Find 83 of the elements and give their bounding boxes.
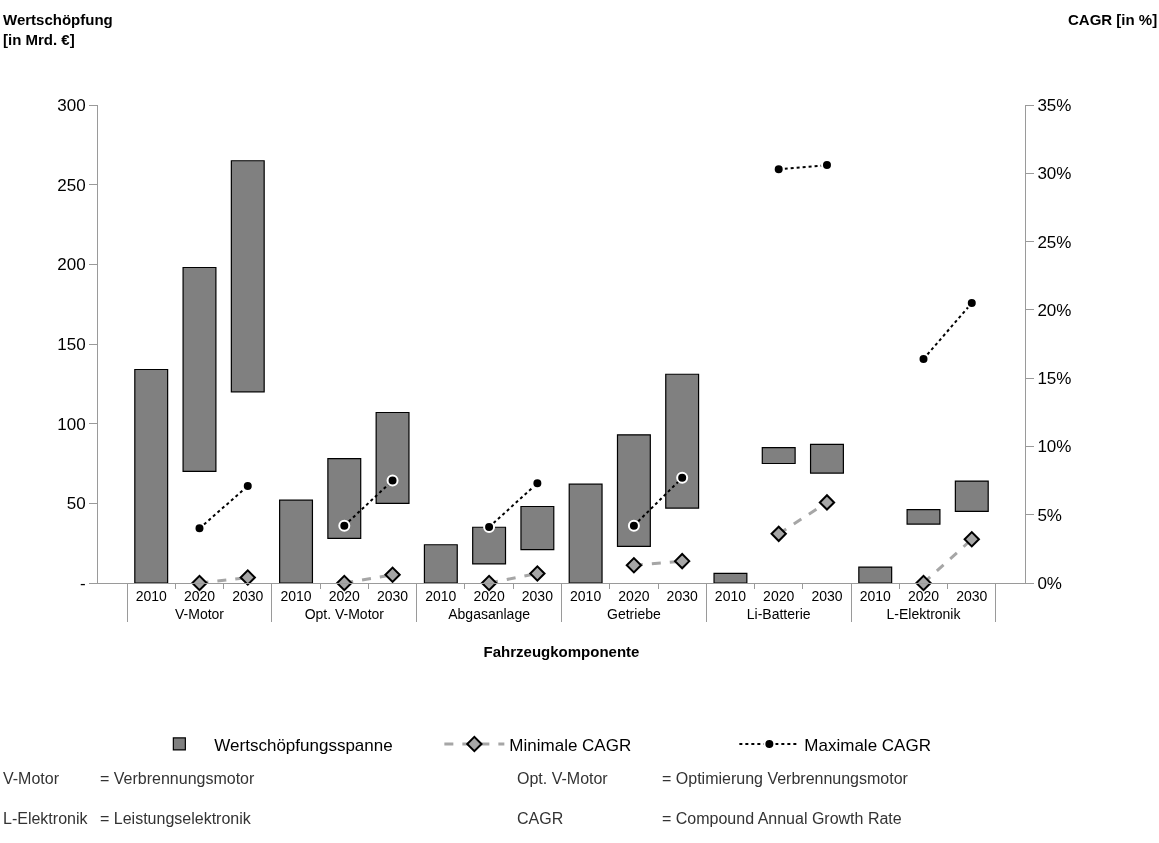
text: = Verbrennungsmotor xyxy=(100,770,255,787)
text: Abgasanlage xyxy=(448,605,531,622)
bar xyxy=(906,509,941,525)
text: V-Motor xyxy=(3,770,60,787)
text: Getriebe xyxy=(607,605,661,622)
point xyxy=(963,531,980,548)
text: L-Elektronik xyxy=(3,810,89,827)
y-tick-label: 50 xyxy=(66,494,86,514)
legend-label: Wertschöpfungsspanne xyxy=(214,735,393,755)
point xyxy=(674,553,691,570)
x-tick-label: 2030 xyxy=(956,587,988,604)
bar xyxy=(520,505,555,551)
legend-label: Maximale CAGR xyxy=(804,735,931,755)
x-tick-label: 2030 xyxy=(811,587,843,604)
y2-tick-label: 5% xyxy=(1037,505,1062,525)
y2-tick-label: 0% xyxy=(1037,573,1062,593)
x-tick-label: 2010 xyxy=(714,587,747,604)
x-tick-label: 2010 xyxy=(135,587,167,604)
y2-tick-label: 10% xyxy=(1037,437,1072,457)
y-tick-label: 100 xyxy=(57,414,86,434)
text: Li-Batterie xyxy=(746,605,811,622)
y-axis-title: Wertschöpfung [in Mrd. €] xyxy=(3,11,113,48)
x-tick-label: 2010 xyxy=(859,587,892,604)
bar xyxy=(423,544,458,583)
y-tick-label: - xyxy=(79,573,86,593)
text: V-Motor xyxy=(174,605,225,622)
y-tick-label: 300 xyxy=(57,95,86,115)
point xyxy=(338,519,351,532)
y-tick-label: 150 xyxy=(57,334,86,354)
bar xyxy=(568,483,603,583)
text: Opt. V-Motor xyxy=(517,770,609,787)
point xyxy=(676,471,689,484)
x-axis-title: Fahrzeugkomponente xyxy=(483,642,640,660)
x-tick-label: 2010 xyxy=(570,587,602,604)
y-tick-label: 200 xyxy=(57,255,86,275)
point xyxy=(239,569,256,586)
x-tick-label: 2020 xyxy=(907,587,940,604)
text: = Compound Annual Growth Rate xyxy=(662,810,902,827)
point xyxy=(386,474,399,487)
bar xyxy=(713,572,748,583)
text: = Leistungselektronik xyxy=(100,810,252,827)
bar xyxy=(858,566,893,583)
bar xyxy=(809,443,844,474)
point xyxy=(483,521,496,534)
y2-tick-label: 35% xyxy=(1037,95,1072,115)
y2-tick-label: 20% xyxy=(1037,300,1072,320)
x-tick-label: 2030 xyxy=(376,587,409,604)
bar xyxy=(954,480,989,512)
point xyxy=(480,574,498,592)
bar xyxy=(230,160,265,393)
point xyxy=(529,565,546,582)
bar xyxy=(134,368,169,583)
x-tick-label: 2020 xyxy=(328,587,361,604)
point xyxy=(336,574,353,592)
x-tick-label: 2020 xyxy=(473,587,505,604)
x-tick-label: 2010 xyxy=(425,587,457,604)
point xyxy=(770,525,787,542)
x-tick-label: 2030 xyxy=(521,587,554,604)
x-tick-label: 2020 xyxy=(763,587,795,604)
y2-tick-label: 25% xyxy=(1037,232,1072,252)
bar xyxy=(182,266,217,473)
y2-tick-label: 15% xyxy=(1037,369,1072,389)
text: CAGR xyxy=(517,810,564,827)
point xyxy=(818,494,836,511)
point xyxy=(191,574,208,592)
x-tick-label: 2010 xyxy=(280,587,312,604)
bar xyxy=(279,499,314,583)
point xyxy=(625,557,643,574)
text: L-Elektronik xyxy=(886,605,962,622)
y2-tick-label: 30% xyxy=(1037,164,1072,184)
legend-label: Minimale CAGR xyxy=(509,735,632,755)
x-tick-label: 2030 xyxy=(666,587,698,604)
point xyxy=(915,574,932,592)
x-tick-label: 2020 xyxy=(618,587,650,604)
x-tick-label: 2030 xyxy=(232,587,264,604)
y2-axis-title: CAGR [in %] xyxy=(1068,11,1158,28)
y-tick-label: 250 xyxy=(57,175,86,195)
x-tick-label: 2020 xyxy=(183,587,216,604)
text: Opt. V-Motor xyxy=(304,605,385,622)
point xyxy=(384,566,401,583)
text: = Optimierung Verbrennungsmotor xyxy=(662,770,909,787)
bar xyxy=(761,446,796,465)
point xyxy=(627,519,640,532)
